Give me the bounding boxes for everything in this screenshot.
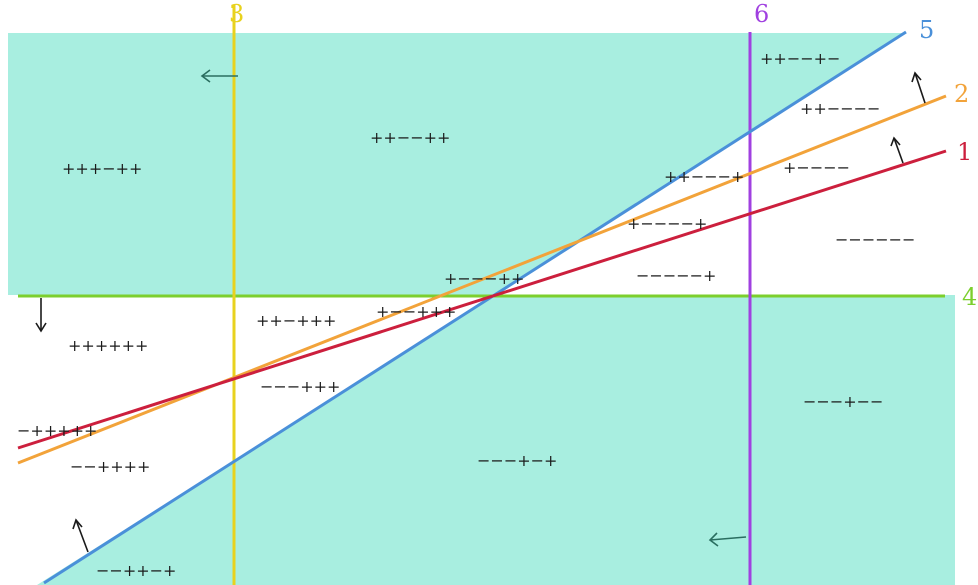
line-2 — [17, 94, 947, 465]
line-3-label: 3 — [229, 0, 244, 28]
line-5 — [43, 30, 907, 585]
line-5-label: 5 — [919, 16, 934, 44]
region-label: −−−+−− — [803, 392, 883, 411]
shaded-region-top — [8, 33, 904, 295]
region-label: −−++++ — [70, 457, 150, 476]
region-label: ++−−−− — [800, 99, 880, 118]
region-label: −−++−+ — [96, 561, 176, 580]
region-label: ++−−++ — [370, 128, 450, 147]
region-label: ++−−+− — [760, 49, 840, 68]
region-label: −−−+++ — [260, 377, 340, 396]
region-label: +−−−− — [783, 158, 850, 177]
line-1-label: 1 — [957, 138, 972, 166]
arrow-up-line2-icon — [911, 71, 926, 104]
region-label: +−−−−+ — [627, 214, 707, 233]
line-4-label: 4 — [962, 283, 977, 311]
region-label: −−−−−− — [835, 230, 915, 249]
region-label: ++−−−+ — [664, 167, 744, 186]
region-label: ++++++ — [68, 336, 148, 355]
line-1 — [17, 149, 947, 450]
line-2-label: 2 — [954, 80, 969, 108]
arrow-down-icon — [35, 298, 47, 333]
region-label: +−−−++ — [444, 269, 524, 288]
region-label: −+++++ — [17, 421, 97, 440]
line-6-label: 6 — [754, 0, 769, 28]
region-label: +−−+++ — [376, 302, 456, 321]
arrow-left-bottom-icon — [708, 532, 747, 547]
region-label: −−−+−+ — [477, 451, 557, 470]
region-label: ++−+++ — [256, 311, 336, 330]
shaded-region-bottom-right — [37, 295, 955, 585]
region-label: +++−++ — [62, 159, 142, 178]
arrow-left-top-icon — [200, 69, 238, 83]
region-label: −−−−−+ — [636, 266, 716, 285]
arrow-up-line1-icon — [890, 136, 904, 164]
arrow-up-line5-icon — [72, 518, 89, 553]
